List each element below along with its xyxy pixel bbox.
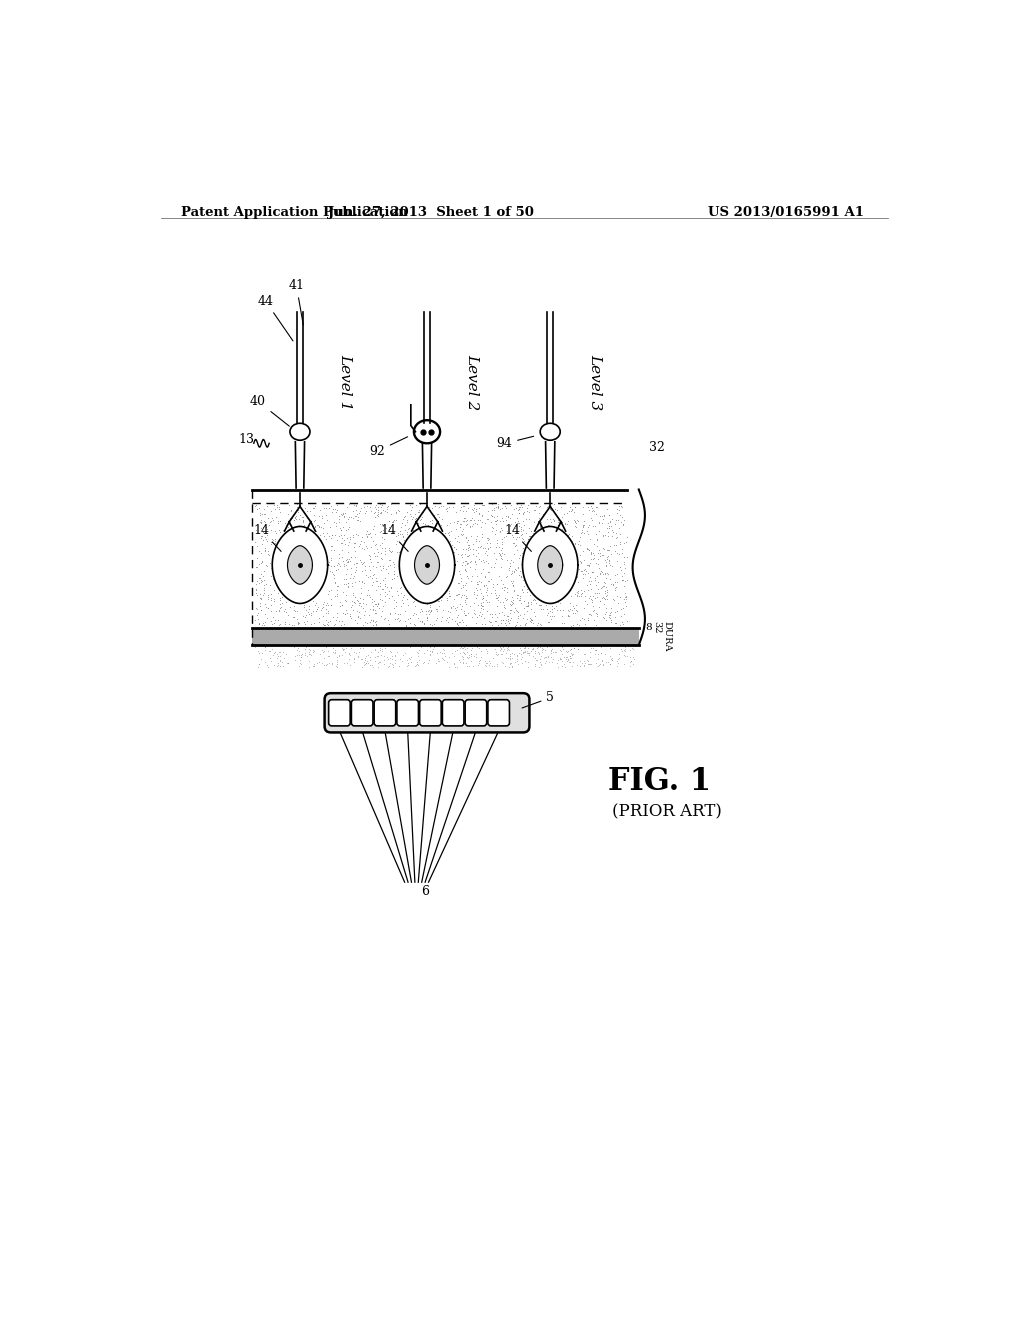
FancyBboxPatch shape xyxy=(465,700,486,726)
FancyBboxPatch shape xyxy=(397,700,419,726)
Text: Jun. 27, 2013  Sheet 1 of 50: Jun. 27, 2013 Sheet 1 of 50 xyxy=(328,206,534,219)
Bar xyxy=(252,503,628,628)
Text: 32: 32 xyxy=(649,441,665,454)
Text: FIG. 1: FIG. 1 xyxy=(608,766,711,797)
Text: 14: 14 xyxy=(381,524,409,552)
FancyBboxPatch shape xyxy=(374,700,395,726)
Text: 41: 41 xyxy=(289,280,304,325)
FancyBboxPatch shape xyxy=(329,700,350,726)
FancyBboxPatch shape xyxy=(325,693,529,733)
Text: (PRIOR ART): (PRIOR ART) xyxy=(611,804,722,821)
Text: 6: 6 xyxy=(421,884,429,898)
Ellipse shape xyxy=(290,424,310,441)
Text: 8: 8 xyxy=(645,623,651,632)
Text: 14: 14 xyxy=(254,524,282,552)
Ellipse shape xyxy=(541,424,560,441)
Text: 13: 13 xyxy=(239,433,254,446)
Text: Level 1: Level 1 xyxy=(339,354,352,409)
Bar xyxy=(252,628,639,645)
FancyBboxPatch shape xyxy=(487,700,510,726)
Text: 94: 94 xyxy=(497,437,534,450)
Polygon shape xyxy=(522,527,578,603)
Text: 44: 44 xyxy=(258,294,293,341)
Polygon shape xyxy=(399,527,455,603)
Ellipse shape xyxy=(414,420,440,444)
Polygon shape xyxy=(415,545,439,585)
Polygon shape xyxy=(538,545,562,585)
Text: 40: 40 xyxy=(250,395,290,426)
FancyBboxPatch shape xyxy=(442,700,464,726)
FancyBboxPatch shape xyxy=(420,700,441,726)
Text: DURA
32: DURA 32 xyxy=(652,622,672,652)
FancyBboxPatch shape xyxy=(351,700,373,726)
Text: Level 2: Level 2 xyxy=(466,354,479,409)
Text: 14: 14 xyxy=(504,524,531,552)
Text: US 2013/0165991 A1: US 2013/0165991 A1 xyxy=(708,206,864,219)
Polygon shape xyxy=(272,527,328,603)
Text: Patent Application Publication: Patent Application Publication xyxy=(180,206,408,219)
Text: 5: 5 xyxy=(522,692,554,708)
Polygon shape xyxy=(288,545,312,585)
Text: Level 3: Level 3 xyxy=(589,354,603,409)
Text: 92: 92 xyxy=(370,437,408,458)
